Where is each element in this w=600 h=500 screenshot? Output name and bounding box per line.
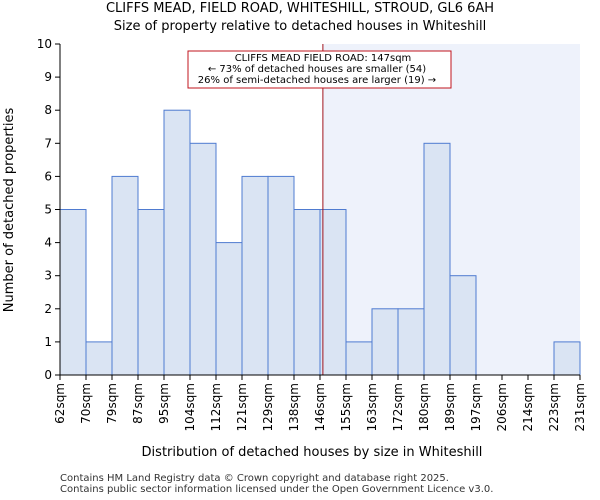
bar (137, 209, 165, 376)
y-tick-label: 9 (44, 70, 52, 84)
annotation-line-3: 26% of semi-detached houses are larger (… (198, 75, 436, 86)
x-tick-label: 197sqm (469, 383, 483, 431)
y-tick-label: 6 (44, 169, 52, 183)
y-axis-label: Number of detached properties (2, 108, 17, 313)
y-tick-label: 2 (44, 302, 52, 316)
y-tick-label: 8 (44, 103, 52, 117)
y-tick-label: 7 (44, 136, 52, 150)
x-tick-label: 172sqm (391, 383, 405, 431)
y-tick-label: 5 (44, 203, 52, 217)
bar (293, 209, 321, 376)
x-tick-label: 62sqm (53, 383, 67, 424)
x-tick-label: 214sqm (521, 383, 535, 431)
bar (267, 175, 295, 376)
y-tick-label: 1 (44, 335, 52, 349)
bar (371, 308, 399, 376)
bar (553, 341, 581, 376)
y-tick-label: 4 (44, 236, 52, 250)
bar (111, 175, 139, 376)
annotation-line-1: CLIFFS MEAD FIELD ROAD: 147sqm (235, 53, 412, 64)
y-tick-label: 10 (37, 37, 52, 51)
x-tick-label: 206sqm (495, 383, 509, 431)
bar (163, 109, 191, 376)
bar (85, 341, 113, 376)
y-ticks-group: 0 1 2 3 4 5 6 7 8 9 10 (37, 37, 60, 382)
bar (319, 209, 347, 376)
bar (345, 341, 373, 376)
marker-annotation: CLIFFS MEAD FIELD ROAD: 147sqm ← 73% of … (187, 50, 452, 89)
chart-title: CLIFFS MEAD, FIELD ROAD, WHITESHILL, STR… (106, 1, 494, 16)
x-tick-label: 163sqm (365, 383, 379, 431)
x-tick-label: 79sqm (105, 383, 119, 424)
x-tick-label: 138sqm (287, 383, 301, 431)
x-axis-label: Distribution of detached houses by size … (142, 445, 483, 460)
bar (449, 275, 477, 376)
footer-line-1: Contains HM Land Registry data © Crown c… (60, 473, 449, 484)
x-ticks-group: 62sqm 70sqm 79sqm 87sqm 95sqm 104sqm 112sqm 121… (53, 375, 587, 431)
x-tick-label: 70sqm (79, 383, 93, 424)
bar (423, 142, 451, 376)
chart-subtitle: Size of property relative to detached ho… (114, 19, 486, 34)
x-tick-label: 155sqm (339, 383, 353, 431)
x-tick-label: 146sqm (313, 383, 327, 431)
x-tick-label: 87sqm (131, 383, 145, 424)
x-tick-label: 121sqm (235, 383, 249, 431)
bar (189, 142, 217, 376)
x-tick-label: 104sqm (183, 383, 197, 431)
y-tick-label: 0 (44, 368, 52, 382)
x-tick-label: 231sqm (573, 383, 587, 431)
x-tick-label: 129sqm (261, 383, 275, 431)
footer-line-2: Contains public sector information licen… (60, 484, 494, 495)
bars-group (59, 109, 581, 376)
annotation-line-2: ← 73% of detached houses are smaller (54… (208, 64, 426, 75)
x-tick-label: 223sqm (547, 383, 561, 431)
annotation-box (187, 50, 452, 89)
x-tick-label: 95sqm (157, 383, 171, 424)
bar (59, 209, 87, 376)
x-tick-label: 112sqm (209, 383, 223, 431)
bar (241, 175, 269, 376)
bar (215, 242, 243, 376)
y-tick-label: 3 (44, 269, 52, 283)
x-tick-label: 180sqm (417, 383, 431, 431)
bar (397, 308, 425, 376)
x-tick-label: 189sqm (443, 383, 457, 431)
